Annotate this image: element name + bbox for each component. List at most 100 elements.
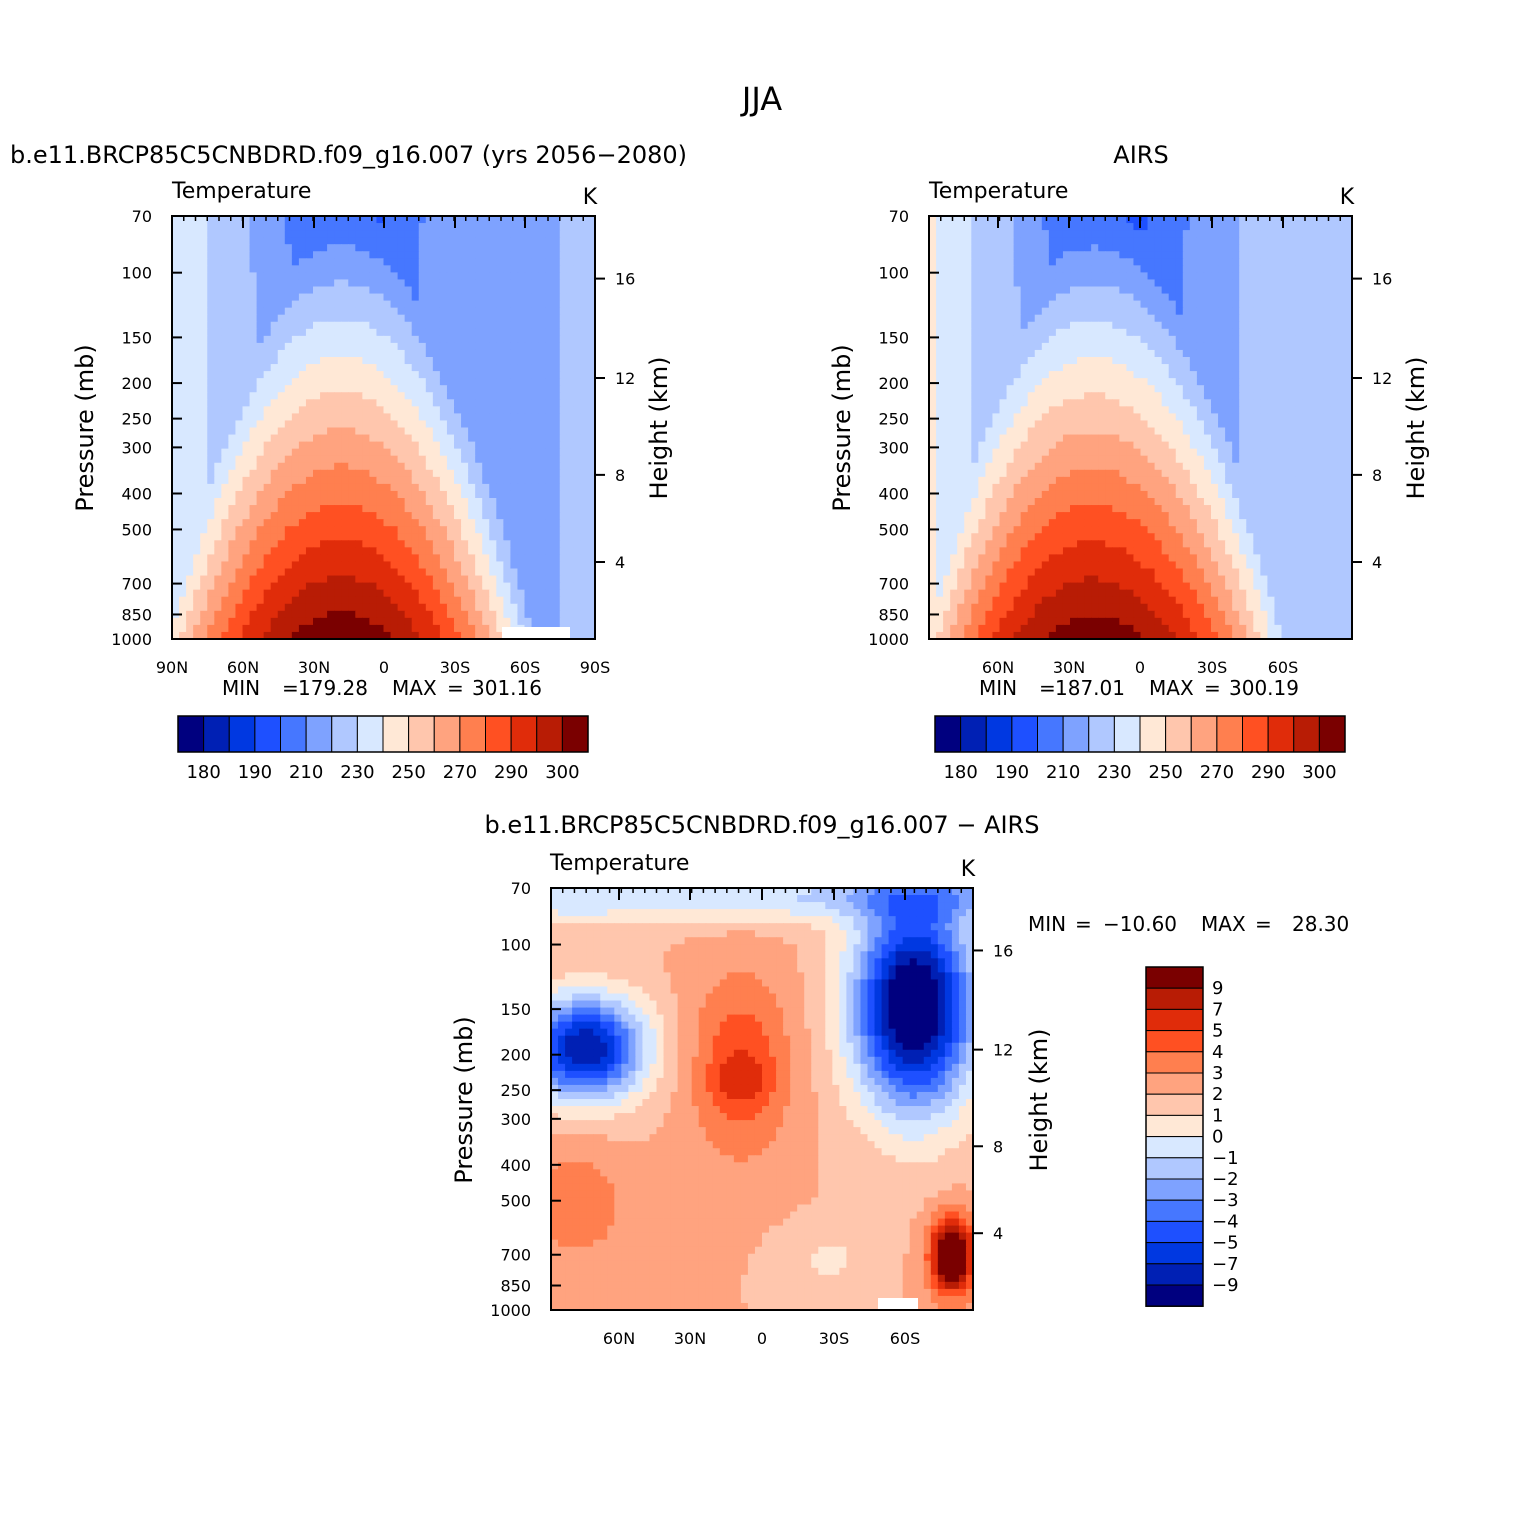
field-cell	[411, 371, 420, 379]
field-cell	[1077, 335, 1085, 344]
field-cell	[270, 349, 279, 358]
field-cell	[397, 364, 406, 372]
field-cell	[418, 631, 427, 640]
field-cell	[573, 223, 582, 231]
field-cell	[971, 223, 979, 231]
field-cell	[284, 385, 293, 393]
field-cell	[242, 427, 251, 436]
field-cell	[270, 596, 279, 605]
field-cell	[341, 357, 349, 365]
field-cell	[179, 448, 187, 457]
field-cell	[971, 279, 979, 288]
field-cell	[587, 413, 596, 422]
field-cell	[320, 498, 328, 506]
field-cell	[545, 490, 554, 499]
y-tick-label: 250	[121, 410, 152, 429]
field-cell	[1203, 314, 1212, 323]
field-cell	[1232, 244, 1240, 252]
field-cell	[580, 596, 589, 605]
field-cell	[425, 596, 434, 605]
field-cell	[531, 554, 540, 563]
field-cell	[1239, 321, 1247, 330]
field-cell	[425, 483, 434, 492]
field-cell	[320, 328, 328, 337]
field-cell	[425, 490, 434, 499]
field-cell	[242, 505, 251, 513]
field-cell	[1337, 342, 1346, 351]
field-cell	[1239, 314, 1247, 323]
field-cell	[284, 321, 293, 330]
field-cell	[411, 300, 420, 309]
field-cell	[404, 364, 413, 372]
field-cell	[334, 490, 342, 499]
field-cell	[334, 512, 342, 520]
field-cell	[193, 420, 201, 429]
field-cell	[390, 448, 399, 457]
field-cell	[559, 385, 568, 393]
field-cell	[172, 385, 180, 393]
field-cell	[263, 554, 272, 563]
field-cell	[418, 575, 427, 584]
field-cell	[341, 216, 349, 224]
field-cell	[566, 568, 575, 577]
field-cell	[538, 596, 547, 605]
field-cell	[256, 476, 265, 485]
field-cell	[369, 349, 378, 358]
field-cell	[1070, 230, 1078, 238]
field-cell	[461, 540, 469, 548]
field-cell	[468, 526, 476, 534]
field-cell	[207, 561, 215, 570]
field-cell	[284, 589, 293, 598]
field-cell	[1316, 328, 1325, 337]
field-cell	[200, 335, 208, 344]
field-cell	[1267, 286, 1276, 295]
field-cell	[355, 251, 363, 259]
field-cell	[943, 321, 951, 330]
field-cell	[256, 582, 265, 591]
field-cell	[1175, 265, 1184, 273]
field-cell	[207, 279, 215, 288]
field-cell	[1034, 328, 1043, 337]
field-cell	[510, 328, 519, 337]
field-cell	[1182, 223, 1191, 231]
field-cell	[249, 300, 258, 309]
field-cell	[468, 519, 476, 527]
field-cell	[341, 244, 349, 252]
field-cell	[432, 279, 441, 288]
field-cell	[978, 223, 986, 231]
field-cell	[1070, 300, 1078, 309]
field-cell	[566, 307, 575, 316]
field-cell	[524, 272, 533, 281]
field-cell	[228, 540, 237, 548]
field-cell	[454, 385, 462, 393]
field-cell	[432, 483, 441, 492]
field-cell	[432, 617, 441, 626]
field-cell	[214, 455, 222, 464]
field-cell	[538, 476, 547, 485]
field-cell	[1302, 230, 1311, 238]
field-cell	[284, 568, 293, 577]
field-cell	[1062, 314, 1071, 323]
field-cell	[270, 230, 279, 238]
y-axis-label: Pressure (mb)	[71, 344, 99, 511]
field-cell	[193, 582, 201, 591]
field-cell	[510, 300, 519, 309]
field-cell	[943, 244, 951, 252]
field-cell	[580, 631, 589, 640]
field-cell	[305, 505, 314, 513]
field-cell	[390, 364, 399, 372]
field-cell	[1147, 307, 1156, 316]
field-cell	[1246, 335, 1254, 344]
field-cell	[531, 342, 540, 351]
field-cell	[313, 462, 321, 471]
field-cell	[545, 392, 554, 400]
field-cell	[193, 258, 201, 266]
field-cell	[242, 575, 251, 584]
field-cell	[496, 251, 504, 259]
field-cell	[270, 455, 279, 464]
field-cell	[482, 624, 490, 633]
field-cell	[468, 279, 476, 288]
field-cell	[1112, 335, 1120, 344]
field-cell	[1260, 258, 1268, 266]
field-cell	[320, 427, 328, 436]
